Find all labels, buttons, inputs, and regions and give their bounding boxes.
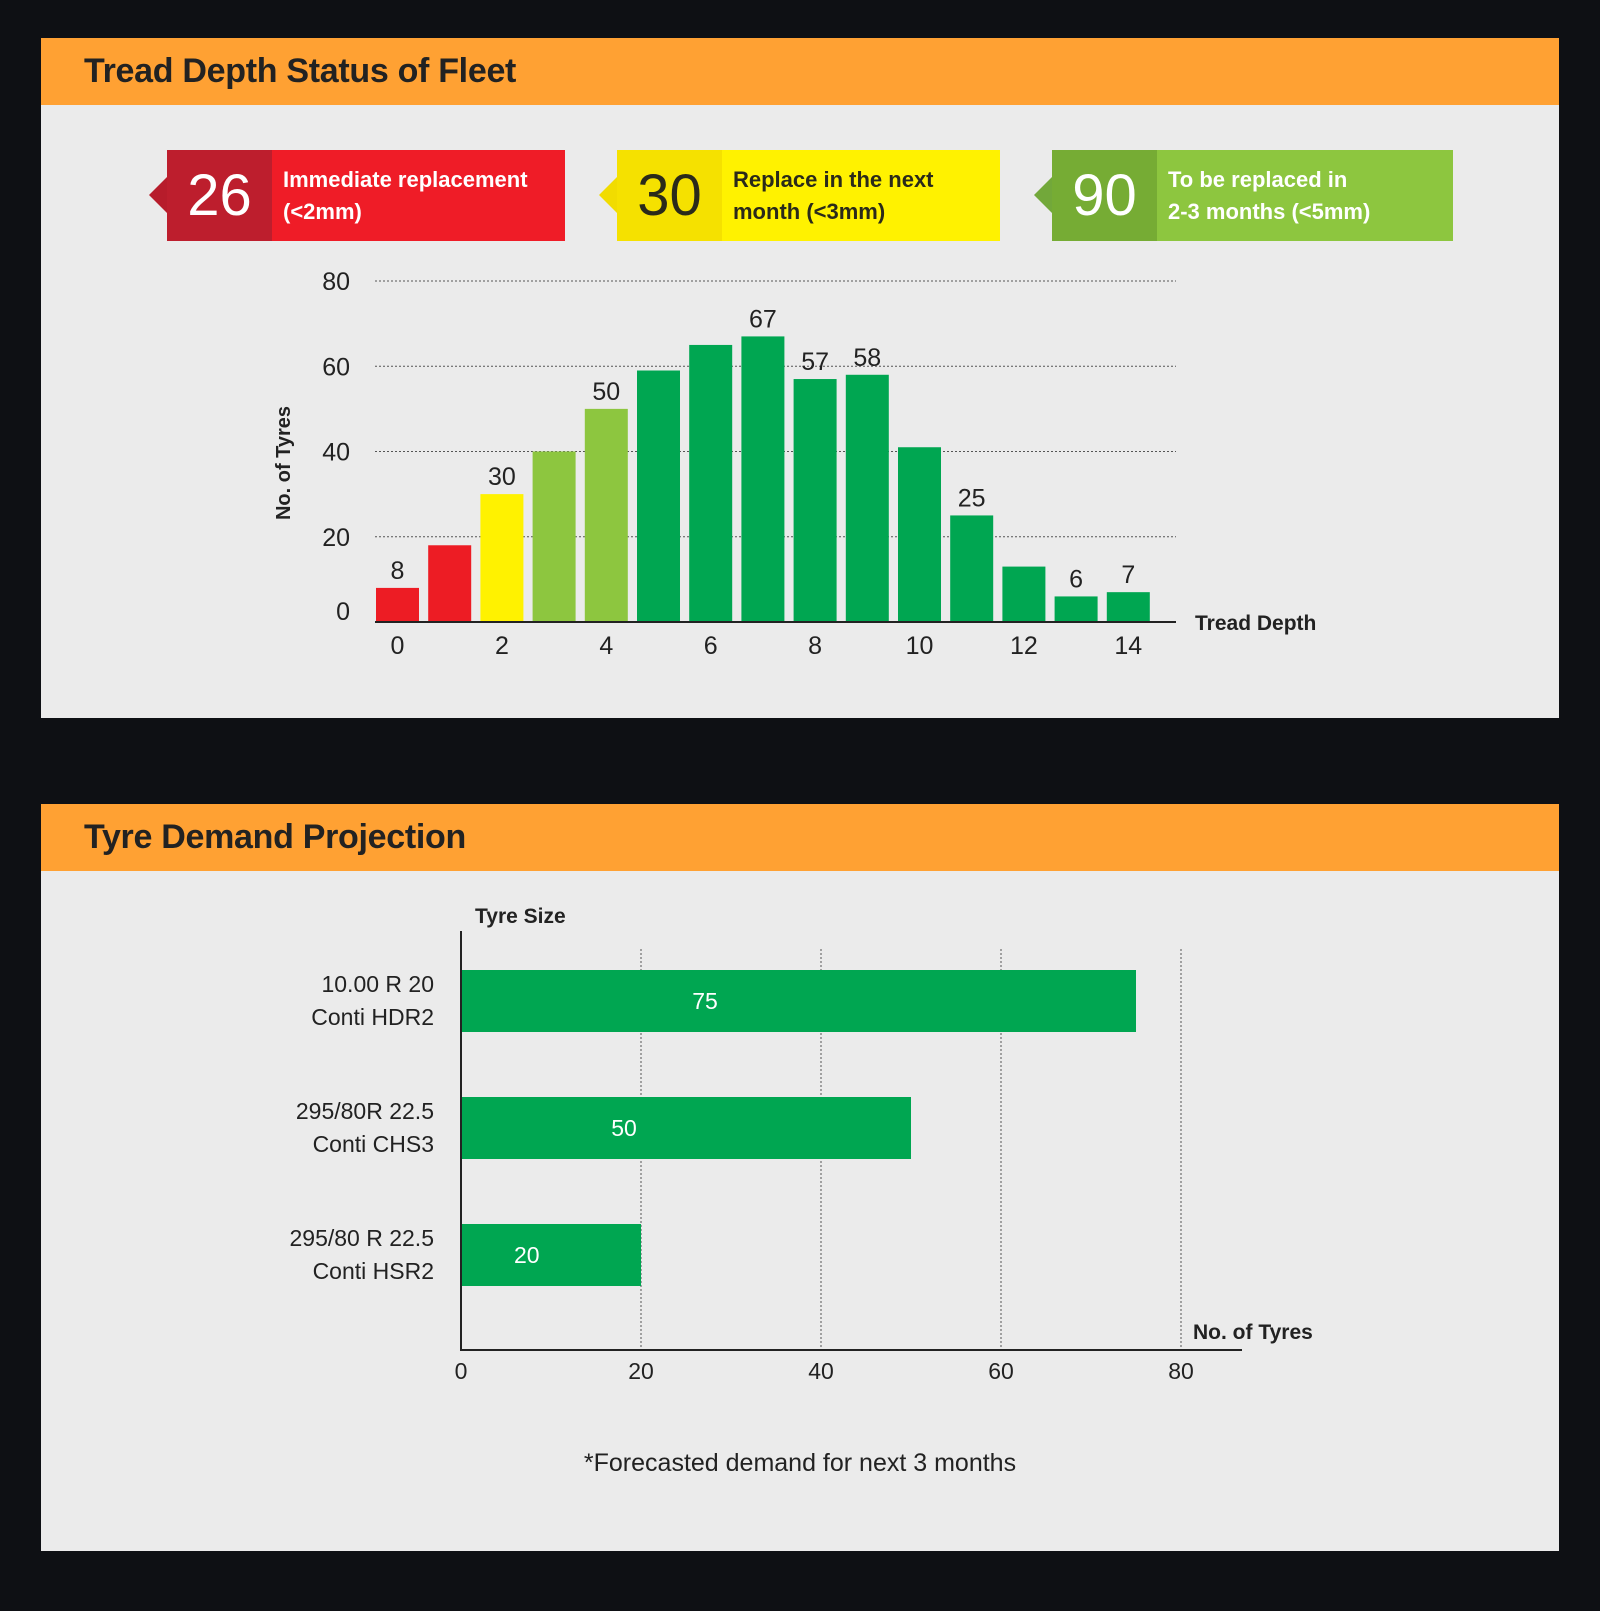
histogram-bar: [793, 379, 837, 622]
y-tick-label: 20: [322, 524, 350, 552]
bar-value-label: 50: [592, 378, 620, 406]
y-tick-label: 60: [322, 353, 350, 381]
x-axis-title: Tread Depth: [1195, 612, 1316, 635]
histogram-bar: [898, 447, 941, 622]
x-tick-label: 4: [599, 632, 613, 660]
bar-value-label: 58: [853, 344, 881, 372]
x-tick-label: 8: [808, 632, 822, 660]
tyre-model-label: Conti HSR2: [313, 1258, 434, 1284]
x-tick-label: 0: [391, 632, 405, 660]
tyre-size-label: 295/80 R 22.5: [289, 1225, 434, 1251]
histogram-bar: [950, 515, 994, 622]
legend-count-two-three-months: 90: [1052, 150, 1157, 241]
demand-bar: [462, 970, 1136, 1032]
y-tick-label: 0: [336, 598, 350, 626]
demand-projection-title: Tyre Demand Projection: [84, 818, 466, 856]
x-tick-label: 12: [1010, 632, 1038, 660]
histogram-bar: [428, 545, 472, 622]
histogram-bar: [845, 374, 889, 622]
y-tick-label: 40: [322, 439, 350, 467]
x-tick-label: 80: [1168, 1358, 1194, 1384]
bar-value-label: 7: [1121, 561, 1135, 589]
legend-count-next-month: 30: [617, 150, 722, 241]
histogram-bar: [532, 451, 576, 622]
bar-value-label: 6: [1069, 565, 1083, 593]
demand-projection-header: Tyre Demand Projection: [41, 804, 1559, 871]
demand-projection-chart: 0 20 40 60 80 75 10.00 R 20 Conti HDR2 50 295/80R…: [289, 905, 1313, 1384]
x-axis-title: No. of Tyres: [1193, 1321, 1313, 1344]
tread-depth-title: Tread Depth Status of Fleet: [84, 52, 517, 90]
x-tick-label: 0: [455, 1358, 468, 1384]
legend-label-immediate: Immediate replacement (<2mm): [272, 150, 565, 241]
x-tick-label: 60: [988, 1358, 1014, 1384]
bar-value-label: 50: [611, 1115, 637, 1141]
bar-value-label: 75: [692, 988, 718, 1014]
legend-arrow-green: [1034, 177, 1052, 213]
histogram-bar: [376, 587, 419, 622]
x-tick-label: 40: [808, 1358, 834, 1384]
x-tick-label: 20: [628, 1358, 654, 1384]
x-tick-label: 6: [704, 632, 718, 660]
bar-value-label: 30: [488, 463, 516, 491]
demand-bar: [462, 1224, 641, 1286]
legend-arrow-yellow: [599, 177, 617, 213]
bar-value-label: 20: [514, 1242, 540, 1268]
tread-depth-header: Tread Depth Status of Fleet: [41, 38, 1559, 105]
histogram-bar: [584, 408, 628, 622]
bar-value-label: 8: [391, 557, 405, 585]
forecast-footnote: *Forecasted demand for next 3 months: [583, 1449, 1017, 1477]
legend-label-two-three-months: To be replaced in 2-3 months (<5mm): [1157, 150, 1453, 241]
bar-value-label: 25: [958, 484, 986, 512]
histogram-bar: [741, 336, 785, 622]
histogram-bar: [1002, 566, 1046, 622]
tyre-model-label: Conti HDR2: [311, 1004, 434, 1030]
histogram-bar: [480, 494, 524, 622]
x-tick-label: 10: [906, 632, 934, 660]
histogram-bar: [1106, 592, 1150, 622]
y-axis-title: No. of Tyres: [273, 406, 295, 520]
tread-depth-panel: Tread Depth Status of Fleet 26 Immediate…: [41, 38, 1559, 718]
demand-projection-panel: Tyre Demand Projection 0 20 40 60 80 75 10.00 …: [41, 804, 1559, 1551]
histogram-bar: [637, 370, 680, 622]
legend-arrow-red: [149, 177, 167, 213]
x-tick-label: 14: [1114, 632, 1142, 660]
x-tick-label: 2: [495, 632, 509, 660]
y-axis-title: Tyre Size: [475, 905, 566, 928]
legend-next-month: 30 Replace in the next month (<3mm): [599, 150, 1000, 241]
legend-two-three-months: 90 To be replaced in 2-3 months (<5mm): [1034, 150, 1453, 241]
legend-count-immediate: 26: [167, 150, 272, 241]
y-tick-label: 80: [322, 268, 350, 296]
bar-value-label: 57: [801, 348, 829, 376]
tyre-size-label: 10.00 R 20: [321, 971, 434, 997]
histogram-bar: [1054, 596, 1098, 622]
legend-immediate-replacement: 26 Immediate replacement (<2mm): [149, 150, 565, 241]
bar-value-label: 67: [749, 305, 777, 333]
histogram-bar: [689, 344, 733, 622]
legend-label-next-month: Replace in the next month (<3mm): [722, 150, 1000, 241]
tyre-size-label: 295/80R 22.5: [296, 1098, 434, 1124]
demand-bar: [462, 1097, 911, 1159]
tyre-model-label: Conti CHS3: [313, 1131, 434, 1157]
